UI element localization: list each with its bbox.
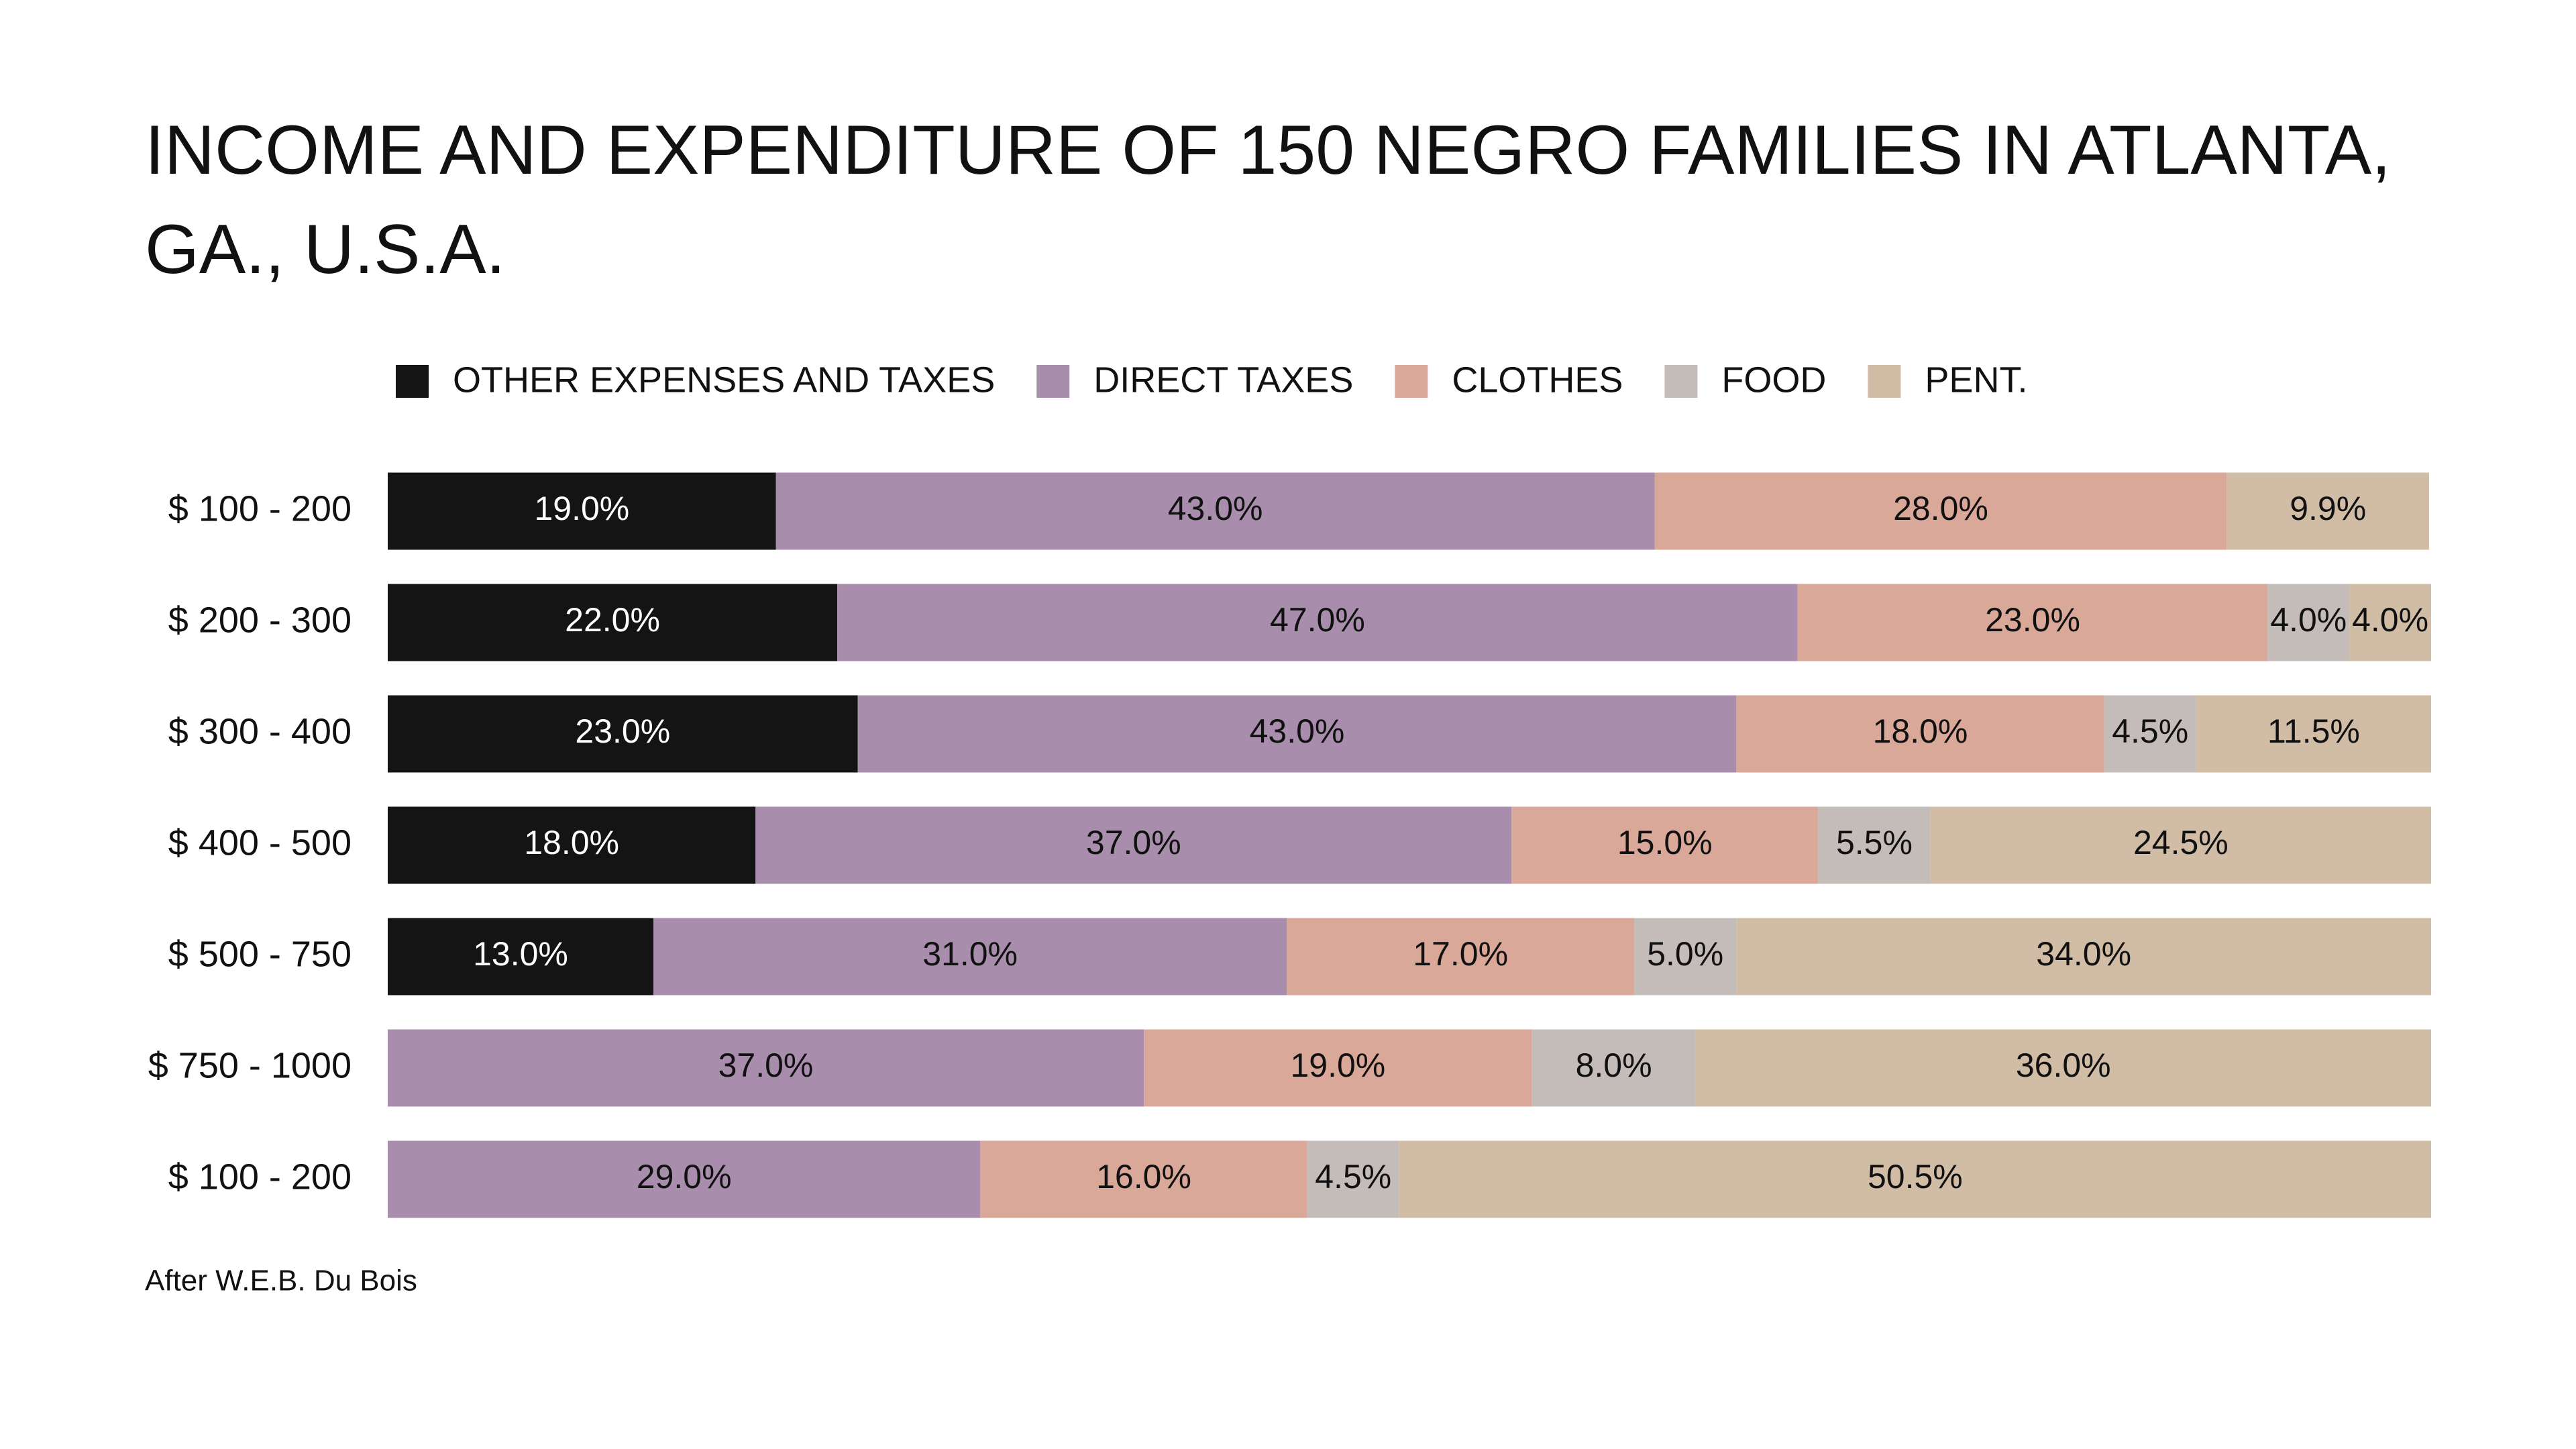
legend-label: FOOD xyxy=(1721,360,1826,400)
y-tick-label: $ 100 - 200 xyxy=(168,488,352,529)
legend-swatch xyxy=(1664,365,1698,398)
chart-title: INCOME AND EXPENDITURE OF 150 NEGRO FAMI… xyxy=(145,111,2391,288)
bar-segment xyxy=(388,695,858,773)
bar-segment xyxy=(1736,918,2431,996)
bar-segment xyxy=(1511,806,1819,884)
bar-segment xyxy=(388,918,653,996)
y-tick-label: $ 500 - 750 xyxy=(168,934,352,974)
value-label: 28.0% xyxy=(1893,490,1988,527)
value-label: 43.0% xyxy=(1168,490,1263,527)
bar-segment xyxy=(2226,472,2429,550)
value-label: 15.0% xyxy=(1617,824,1713,861)
value-label: 5.0% xyxy=(1647,935,1723,973)
y-tick-label: $ 750 - 1000 xyxy=(148,1045,352,1085)
value-label: 17.0% xyxy=(1413,935,1508,973)
value-label: 4.5% xyxy=(1315,1158,1391,1195)
y-tick-label: $ 200 - 300 xyxy=(168,600,352,640)
bar-segment xyxy=(1930,806,2431,884)
value-label: 50.5% xyxy=(1868,1158,1963,1195)
bar-segment xyxy=(980,1140,1307,1218)
bar-segment xyxy=(1287,918,1635,996)
value-label: 19.0% xyxy=(534,490,629,527)
y-tick-label: $ 100 - 200 xyxy=(168,1157,352,1197)
bar-segment xyxy=(1654,472,2227,550)
bar-segment xyxy=(653,918,1287,996)
bar-segment xyxy=(1736,695,2104,773)
source-note: After W.E.B. Du Bois xyxy=(145,1265,417,1297)
value-label: 47.0% xyxy=(1270,601,1365,639)
legend-swatch xyxy=(1036,365,1070,398)
value-label: 4.0% xyxy=(2270,601,2347,639)
legend-label: PENT. xyxy=(1925,360,2027,400)
bar-segment xyxy=(837,584,1798,661)
legend-label: DIRECT TAXES xyxy=(1093,360,1353,400)
bar-segment xyxy=(1634,918,1737,996)
bar-segment xyxy=(1532,1029,1696,1107)
bar-segment xyxy=(2349,584,2431,661)
value-label: 13.0% xyxy=(473,935,568,973)
y-tick-label: $ 300 - 400 xyxy=(168,711,352,751)
value-label: 18.0% xyxy=(1873,712,1968,750)
value-label: 23.0% xyxy=(1985,601,2080,639)
value-label: 11.5% xyxy=(2267,712,2360,750)
value-label: 9.9% xyxy=(2290,490,2366,527)
value-label: 24.5% xyxy=(2133,824,2229,861)
value-label: 34.0% xyxy=(2036,935,2131,973)
legend-label: OTHER EXPENSES AND TAXES xyxy=(453,360,995,400)
value-label: 5.5% xyxy=(1836,824,1913,861)
bar-segment xyxy=(1144,1029,1532,1107)
y-tick-label: $ 400 - 500 xyxy=(168,822,352,863)
value-label: 37.0% xyxy=(1086,824,1181,861)
value-label: 4.0% xyxy=(2352,601,2428,639)
value-label: 4.5% xyxy=(2112,712,2188,750)
value-label: 22.0% xyxy=(565,601,660,639)
bar-segment xyxy=(857,695,1737,773)
bar-segment xyxy=(2196,695,2431,773)
bar-segment xyxy=(775,472,1655,550)
value-label: 16.0% xyxy=(1096,1158,1191,1195)
value-label: 18.0% xyxy=(524,824,619,861)
bar-segment xyxy=(388,1029,1144,1107)
value-label: 19.0% xyxy=(1290,1046,1385,1084)
value-label: 29.0% xyxy=(637,1158,732,1195)
bar-segment xyxy=(755,806,1512,884)
bar-segment xyxy=(1307,1140,1399,1218)
bar-segment xyxy=(2267,584,2350,661)
bar-segment xyxy=(1399,1140,2431,1218)
bar-segment xyxy=(1818,806,1931,884)
bar-segment xyxy=(388,584,838,661)
value-label: 37.0% xyxy=(718,1046,814,1084)
legend-swatch xyxy=(1395,365,1428,398)
legend-swatch xyxy=(396,365,429,398)
legend-label: CLOTHES xyxy=(1452,360,1623,400)
value-label: 23.0% xyxy=(575,712,670,750)
value-label: 36.0% xyxy=(2016,1046,2111,1084)
bar-segment xyxy=(2104,695,2196,773)
value-label: 43.0% xyxy=(1250,712,1345,750)
value-label: 8.0% xyxy=(1576,1046,1652,1084)
bar-segment xyxy=(388,472,776,550)
bar-segment xyxy=(388,1140,981,1218)
value-label: 31.0% xyxy=(922,935,1018,973)
bar-segment xyxy=(1797,584,2268,661)
bar-segment xyxy=(1695,1029,2431,1107)
legend-swatch xyxy=(1868,365,1901,398)
bar-segment xyxy=(388,806,756,884)
